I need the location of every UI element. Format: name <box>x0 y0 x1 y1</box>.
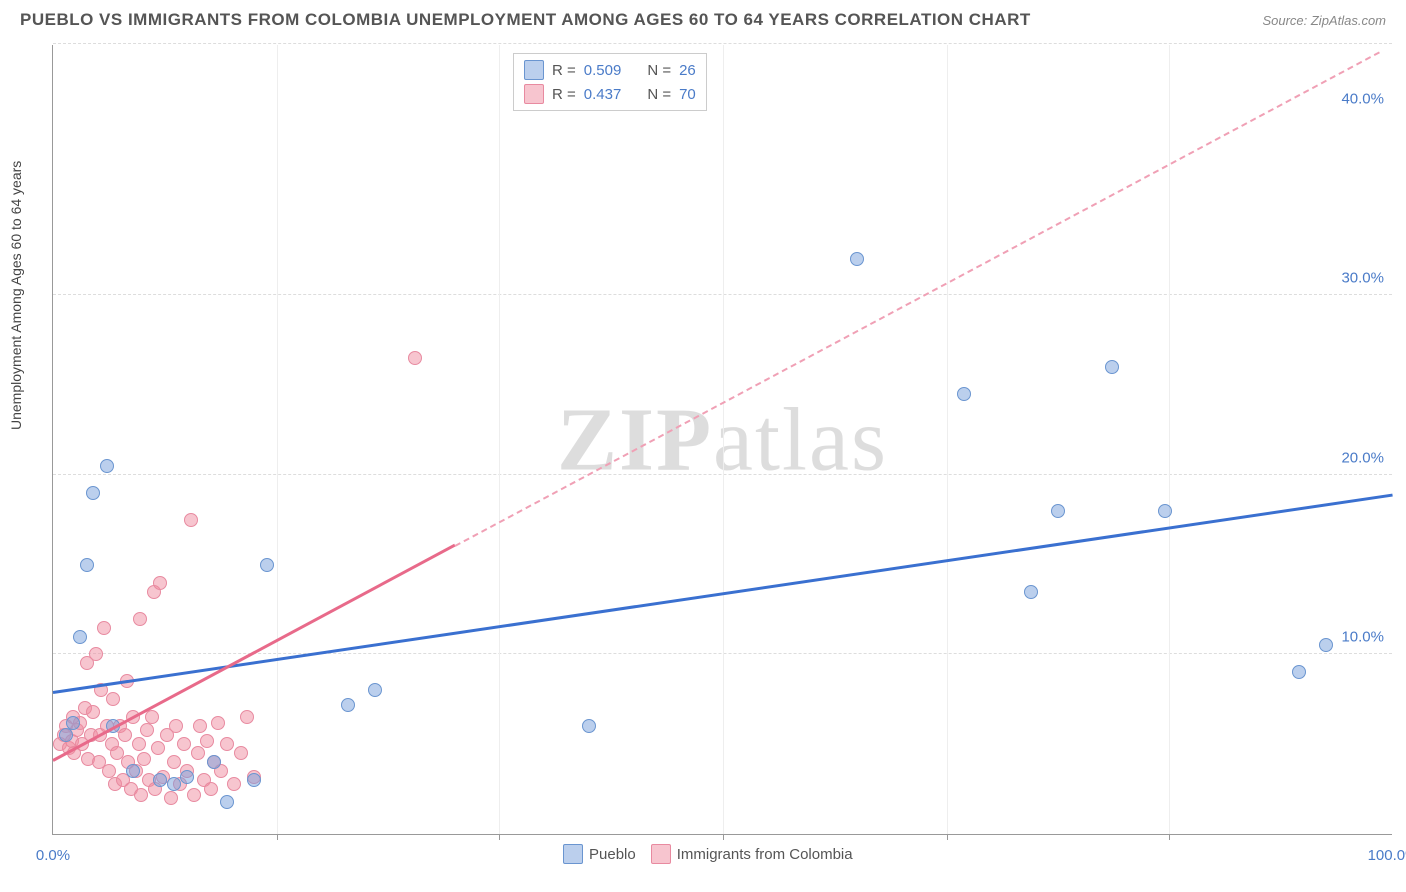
data-point <box>260 558 274 572</box>
data-point <box>220 795 234 809</box>
legend-item-colombia: Immigrants from Colombia <box>651 844 853 864</box>
grid-line-v <box>499 45 500 834</box>
data-point <box>145 710 159 724</box>
data-point <box>227 777 241 791</box>
series-legend: Pueblo Immigrants from Colombia <box>563 844 853 864</box>
y-tick-label: 40.0% <box>1341 90 1384 107</box>
data-point <box>167 755 181 769</box>
chart-title: PUEBLO VS IMMIGRANTS FROM COLOMBIA UNEMP… <box>20 10 1031 30</box>
data-point <box>187 788 201 802</box>
data-point <box>957 387 971 401</box>
swatch-icon <box>563 844 583 864</box>
grid-line-h <box>53 43 1392 44</box>
data-point <box>118 728 132 742</box>
swatch-icon <box>524 84 544 104</box>
chart-plot-area: ZIPatlas 10.0%20.0%30.0%40.0%0.0%100.0% … <box>52 45 1392 835</box>
data-point <box>1105 360 1119 374</box>
data-point <box>191 746 205 760</box>
data-point <box>133 612 147 626</box>
data-point <box>240 710 254 724</box>
data-point <box>200 734 214 748</box>
data-point <box>180 770 194 784</box>
data-point <box>100 459 114 473</box>
data-point <box>153 576 167 590</box>
x-tick-label: 0.0% <box>36 847 70 864</box>
data-point <box>164 791 178 805</box>
data-point <box>151 741 165 755</box>
data-point <box>582 719 596 733</box>
data-point <box>850 252 864 266</box>
data-point <box>1292 665 1306 679</box>
x-tick-mark <box>1169 834 1170 840</box>
data-point <box>211 716 225 730</box>
trend-line <box>455 51 1381 547</box>
data-point <box>234 746 248 760</box>
data-point <box>97 621 111 635</box>
data-point <box>73 630 87 644</box>
data-point <box>89 647 103 661</box>
data-point <box>140 723 154 737</box>
data-point <box>177 737 191 751</box>
data-point <box>1024 585 1038 599</box>
data-point <box>66 716 80 730</box>
x-tick-label: 100.0% <box>1368 847 1406 864</box>
data-point <box>1158 504 1172 518</box>
data-point <box>126 764 140 778</box>
x-tick-mark <box>277 834 278 840</box>
data-point <box>1051 504 1065 518</box>
data-point <box>153 773 167 787</box>
data-point <box>80 558 94 572</box>
data-point <box>167 777 181 791</box>
swatch-icon <box>651 844 671 864</box>
data-point <box>106 692 120 706</box>
data-point <box>134 788 148 802</box>
source-label: Source: ZipAtlas.com <box>1262 13 1386 28</box>
data-point <box>193 719 207 733</box>
data-point <box>169 719 183 733</box>
data-point <box>368 683 382 697</box>
data-point <box>341 698 355 712</box>
data-point <box>1319 638 1333 652</box>
x-tick-mark <box>499 834 500 840</box>
swatch-icon <box>524 60 544 80</box>
y-axis-label: Unemployment Among Ages 60 to 64 years <box>8 161 24 430</box>
y-tick-label: 30.0% <box>1341 270 1384 287</box>
x-tick-mark <box>947 834 948 840</box>
grid-line-v <box>723 45 724 834</box>
correlation-legend: R = 0.509 N = 26 R = 0.437 N = 70 <box>513 53 707 111</box>
data-point <box>59 728 73 742</box>
data-point <box>132 737 146 751</box>
grid-line-v <box>277 45 278 834</box>
data-point <box>220 737 234 751</box>
data-point <box>184 513 198 527</box>
x-tick-mark <box>723 834 724 840</box>
data-point <box>137 752 151 766</box>
data-point <box>204 782 218 796</box>
data-point <box>207 755 221 769</box>
legend-row-colombia: R = 0.437 N = 70 <box>524 82 696 106</box>
legend-item-pueblo: Pueblo <box>563 844 636 864</box>
data-point <box>408 351 422 365</box>
y-tick-label: 20.0% <box>1341 449 1384 466</box>
data-point <box>247 773 261 787</box>
grid-line-v <box>947 45 948 834</box>
data-point <box>86 486 100 500</box>
data-point <box>86 705 100 719</box>
legend-row-pueblo: R = 0.509 N = 26 <box>524 58 696 82</box>
y-tick-label: 10.0% <box>1341 629 1384 646</box>
